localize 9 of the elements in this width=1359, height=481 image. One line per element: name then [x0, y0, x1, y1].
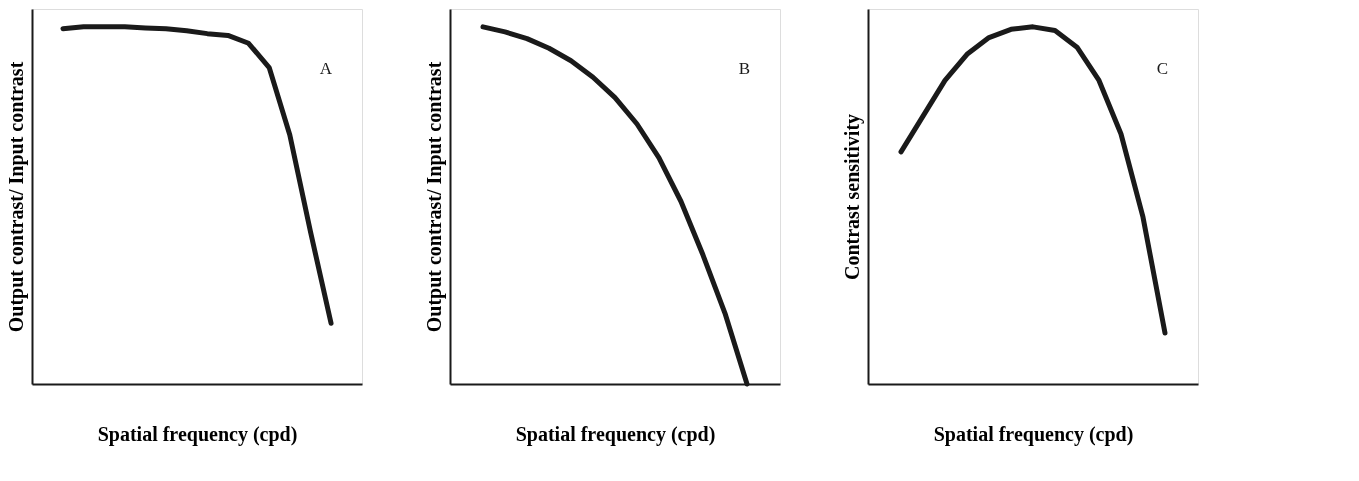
x-axis-title: Spatial frequency (cpd)	[933, 422, 1134, 446]
x-axis-title: Spatial frequency (cpd)	[97, 422, 298, 446]
y-axis-title: Contrast sensitivity	[840, 113, 864, 281]
annotation: C	[1156, 59, 1168, 78]
y-axis-title: Output contrast/ Input contrast	[422, 61, 446, 333]
annotation: B	[738, 59, 750, 78]
x-axis-title: Spatial frequency (cpd)	[515, 422, 716, 446]
y-axis-title: Output contrast/ Input contrast	[4, 61, 28, 333]
annotation: A	[319, 59, 333, 78]
